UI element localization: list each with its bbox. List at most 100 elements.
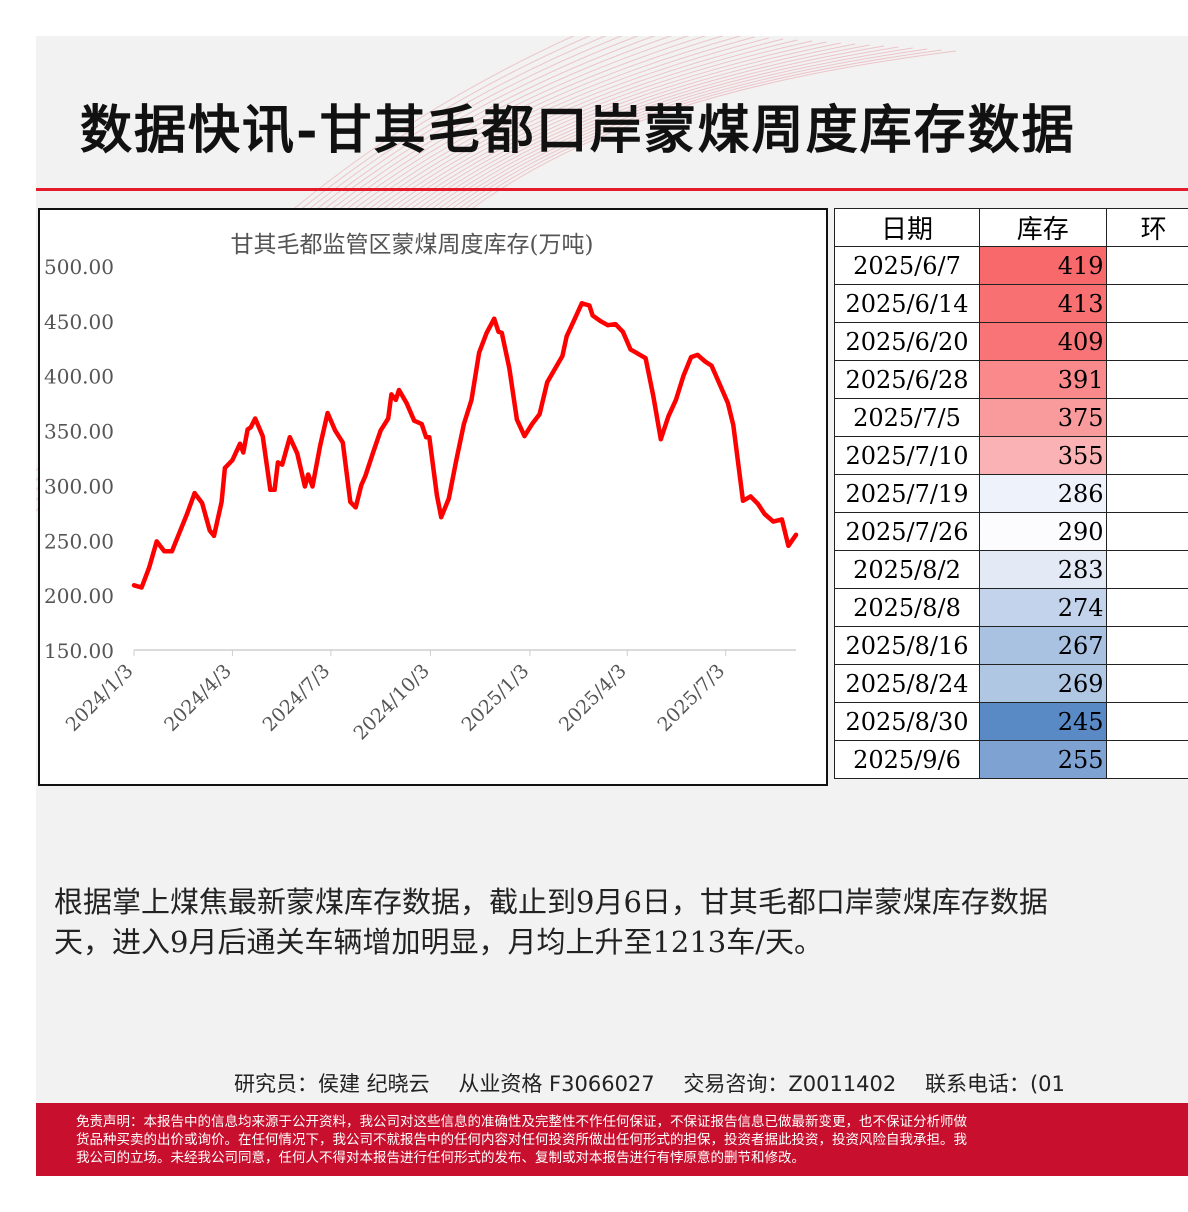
row-stock: 255	[978, 740, 1107, 779]
data-point	[522, 434, 527, 439]
data-point	[363, 473, 368, 478]
row-change	[1105, 740, 1188, 779]
table-header-row: 日期 库存 环	[834, 208, 1188, 247]
phone: 联系电话：(01	[924, 1072, 1065, 1096]
report-page: 数据快讯-甘其毛都口岸蒙煤周度库存数据 甘其毛都监管区蒙煤周度库存(万吨) 50…	[36, 36, 1188, 1176]
row-stock: 355	[978, 436, 1107, 475]
row-change	[1105, 588, 1188, 627]
row-change	[1105, 398, 1188, 437]
row-stock: 245	[978, 702, 1107, 741]
page-title: 数据快讯-甘其毛都口岸蒙煤周度库存数据	[80, 100, 1076, 161]
row-change	[1105, 664, 1188, 703]
data-point	[725, 401, 730, 406]
data-point	[154, 539, 159, 544]
data-point	[748, 494, 753, 499]
data-point	[552, 367, 557, 372]
data-point	[537, 412, 542, 417]
header-date: 日期	[834, 208, 980, 247]
row-date: 2025/8/8	[834, 588, 980, 627]
data-point	[689, 355, 694, 360]
data-point	[404, 401, 409, 406]
row-change	[1105, 512, 1188, 551]
data-point	[545, 380, 550, 385]
data-point	[378, 428, 383, 433]
data-point	[393, 397, 398, 402]
data-point	[666, 414, 671, 419]
data-point	[605, 323, 610, 328]
data-point	[496, 329, 501, 334]
data-point	[590, 313, 595, 318]
x-tick-label: 2024/10/3	[349, 660, 433, 744]
y-tick-label: 300.00	[44, 474, 114, 498]
data-point	[359, 483, 364, 488]
data-point	[779, 517, 784, 522]
data-point	[219, 499, 224, 504]
row-change	[1105, 550, 1188, 589]
disclaimer-banner: 免责声明：本报告中的信息均来源于公开资料，我公司对这些信息的准确性及完整性不作任…	[36, 1103, 1188, 1176]
table-row: 2025/8/2 283	[834, 550, 1188, 589]
data-point	[741, 498, 745, 503]
data-point	[222, 465, 227, 470]
data-point	[620, 329, 625, 334]
data-point	[389, 392, 394, 397]
y-tick-label: 450.00	[44, 310, 114, 334]
data-point	[200, 501, 205, 505]
table-row: 2025/8/16 267	[834, 626, 1188, 665]
data-point	[212, 533, 216, 538]
data-point	[275, 460, 280, 465]
data-point	[507, 366, 512, 370]
table-row: 2025/6/20 409	[834, 322, 1188, 361]
data-point	[253, 416, 258, 421]
data-point	[651, 393, 656, 398]
data-point	[207, 528, 212, 533]
data-point	[731, 423, 736, 428]
row-change	[1105, 702, 1188, 741]
data-point	[560, 354, 565, 358]
data-point	[287, 435, 292, 440]
data-point	[446, 496, 451, 501]
data-point	[348, 499, 353, 504]
summary-text: 根据掌上煤焦最新蒙煤库存数据，截止到9月6日，甘其毛都口岸蒙煤库存数据 天，进入…	[54, 882, 1048, 962]
row-change	[1105, 246, 1188, 285]
inventory-table: 日期 库存 环 2025/6/7 419 2025/6/14 413 2025/6/20…	[834, 208, 1188, 779]
x-tick-label: 2025/4/3	[555, 660, 631, 736]
x-tick-label: 2024/4/3	[160, 660, 236, 736]
data-point	[419, 422, 424, 426]
data-point	[681, 373, 686, 378]
data-point	[162, 549, 167, 554]
data-point	[241, 450, 246, 455]
data-point	[434, 493, 439, 498]
data-point	[192, 491, 197, 496]
data-point	[673, 397, 678, 402]
row-change	[1105, 360, 1188, 399]
header-change: 环	[1105, 208, 1188, 247]
table-row: 2025/6/28 391	[834, 360, 1188, 399]
y-tick-label: 250.00	[44, 529, 114, 553]
data-point	[325, 411, 330, 415]
row-date: 2025/7/10	[834, 436, 980, 475]
data-point	[484, 330, 489, 335]
data-point	[564, 334, 569, 339]
data-point	[572, 317, 577, 322]
data-point	[386, 416, 391, 421]
y-tick-label: 500.00	[44, 255, 114, 279]
row-change	[1105, 284, 1188, 323]
row-stock: 286	[978, 474, 1107, 513]
table-row: 2025/6/14 413	[834, 284, 1188, 323]
data-point	[310, 484, 315, 489]
row-stock: 267	[978, 626, 1107, 665]
chart-canvas: 甘其毛都监管区蒙煤周度库存(万吨) 500.00 450.00 400.00 350.…	[44, 232, 799, 744]
data-point	[333, 428, 338, 433]
data-point	[230, 458, 235, 463]
data-point	[771, 519, 776, 524]
row-stock: 283	[978, 550, 1107, 589]
row-change	[1105, 436, 1188, 475]
data-point	[786, 543, 791, 548]
data-point	[794, 532, 798, 537]
row-date: 2025/8/24	[834, 664, 980, 703]
row-change	[1105, 322, 1188, 361]
data-point	[636, 351, 641, 356]
data-point	[514, 417, 519, 422]
x-tick-label: 2024/7/3	[259, 660, 335, 736]
data-point	[260, 434, 265, 439]
